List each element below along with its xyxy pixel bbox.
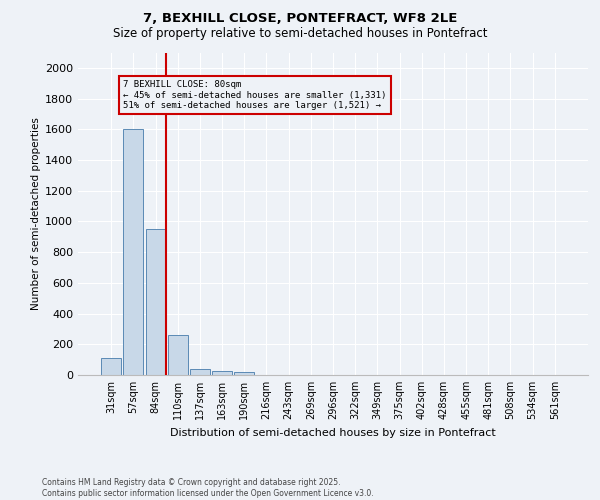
Text: Contains HM Land Registry data © Crown copyright and database right 2025.
Contai: Contains HM Land Registry data © Crown c… <box>42 478 374 498</box>
Y-axis label: Number of semi-detached properties: Number of semi-detached properties <box>31 118 41 310</box>
Text: Size of property relative to semi-detached houses in Pontefract: Size of property relative to semi-detach… <box>113 28 487 40</box>
Bar <box>190 369 210 375</box>
Bar <box>212 371 232 375</box>
Text: 7 BEXHILL CLOSE: 80sqm
← 45% of semi-detached houses are smaller (1,331)
51% of : 7 BEXHILL CLOSE: 80sqm ← 45% of semi-det… <box>124 80 387 110</box>
Bar <box>101 358 121 375</box>
Bar <box>124 130 143 375</box>
X-axis label: Distribution of semi-detached houses by size in Pontefract: Distribution of semi-detached houses by … <box>170 428 496 438</box>
Text: 7, BEXHILL CLOSE, PONTEFRACT, WF8 2LE: 7, BEXHILL CLOSE, PONTEFRACT, WF8 2LE <box>143 12 457 26</box>
Bar <box>234 372 254 375</box>
Bar <box>146 229 166 375</box>
Bar <box>168 335 188 375</box>
